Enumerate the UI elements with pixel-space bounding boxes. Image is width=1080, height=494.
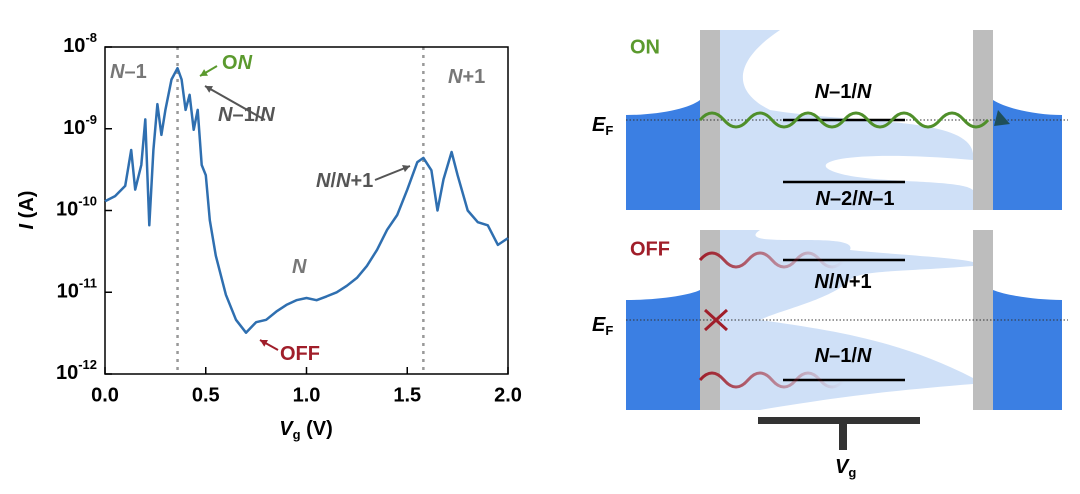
y-tick-label: 10-9	[63, 112, 97, 139]
y-tick-label: 10-10	[56, 194, 97, 221]
panel-label: ON	[630, 36, 660, 58]
gate-stem	[839, 424, 847, 450]
blocked	[703, 308, 729, 332]
wave	[698, 251, 846, 269]
level-label: N–1/N	[815, 345, 872, 367]
chart: Vg (V) I (A) 0.0 0.5 1.0 1.5 2.0 10-12 10-11 10…	[16, 30, 522, 442]
annotation: OFF	[280, 343, 320, 365]
fermi-label: EF	[592, 114, 613, 138]
x-tick-label: 1.5	[393, 384, 421, 406]
source-lead	[626, 290, 700, 410]
x-tick-label: 0.0	[91, 384, 119, 406]
x-tick-label: 1.0	[293, 384, 321, 406]
wave	[698, 111, 990, 129]
annotation: N/N+1	[316, 170, 373, 192]
level-label: N–2/N–1	[816, 188, 895, 210]
wave	[698, 371, 846, 389]
y-axis-label: I (A)	[16, 191, 38, 230]
arrow-head	[260, 340, 268, 347]
annotation: N+1	[448, 66, 485, 88]
tunnel-lobes	[720, 230, 973, 410]
data-line	[104, 66, 509, 334]
x-tick-label: 0.5	[192, 384, 220, 406]
fermi-label: EF	[592, 314, 613, 338]
drain-lead	[993, 290, 1062, 410]
plot-frame	[104, 46, 509, 375]
level-label: N–1/N	[815, 81, 872, 103]
y-tick-label: 10-8	[63, 30, 97, 57]
gate	[758, 417, 920, 424]
panel-label: OFF	[630, 238, 670, 260]
arrow-head	[200, 69, 208, 76]
drain-lead	[993, 100, 1062, 210]
y-tick-label: 10-12	[56, 357, 97, 384]
x-axis-label: Vg (V)	[279, 418, 333, 442]
level-label: N/N+1	[814, 271, 871, 293]
arrow-head	[205, 86, 213, 93]
diagram: ON EF N–1/N N–2/N–1 OFF EF N/N+1 N–1/N V…	[592, 30, 1068, 480]
y-tick-label: 10-11	[57, 276, 97, 303]
annotation: ON	[222, 52, 253, 74]
annotation: N–1	[110, 61, 147, 83]
annotation: N	[292, 256, 307, 278]
x-tick-label: 2.0	[494, 384, 522, 406]
source-lead	[626, 100, 700, 210]
arrow-head	[994, 110, 1010, 126]
arrow-head	[402, 165, 410, 173]
annotation-arrow	[204, 85, 266, 121]
annotation: N–1/N	[218, 104, 275, 126]
gate-label: Vg	[835, 456, 856, 480]
